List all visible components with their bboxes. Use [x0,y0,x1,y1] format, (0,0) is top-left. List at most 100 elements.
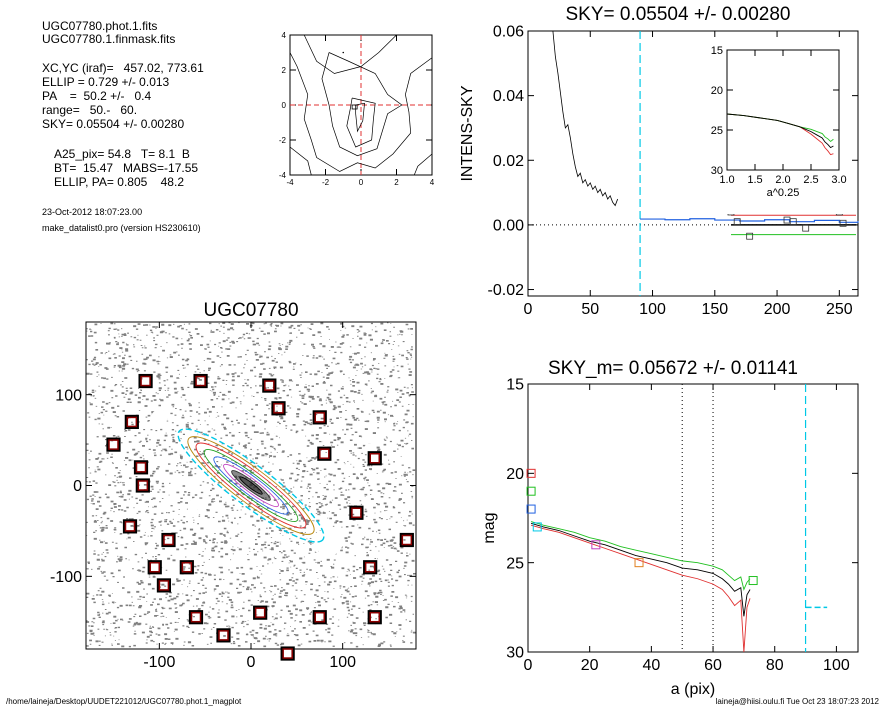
sky-box-inner [140,375,151,387]
sky-box [349,505,364,520]
mag-profile [530,522,751,617]
star-point [342,51,345,54]
sky-box-inner [369,611,380,623]
y-tick-label: 0.06 [493,24,524,41]
sky-box-inner [124,521,136,532]
y-tick-label: 30 [711,165,723,177]
sky-box [253,605,268,620]
x-tick-label: 150 [701,301,728,318]
x-tick-label: 100 [823,657,850,674]
isophote-ellipse [203,449,299,522]
info-line: 23-Oct-2012 18:07:23.00 [42,207,143,217]
sky-box-inner [369,453,380,464]
sky-steps [640,218,859,223]
x-tick-label: -2 [322,178,330,187]
x-tick-label: 3.0 [831,174,846,186]
mag-marker-square [526,468,536,478]
isophote-ellipse [213,456,289,515]
sky-plot: 0 50 100 150 200 250 0.06 0.04 0.02 0.00 -0.02 SKY=… [459,4,859,318]
sky-box-inner [254,607,266,618]
sky-box-inner [195,375,206,387]
y-axis-label: mag [481,512,498,543]
info-line: UGC07780.phot.1.fits [42,19,158,33]
sky-box-inner [273,403,284,414]
sky-box-inner [137,480,149,491]
info-line: SKY= 0.05504 +/- 0.00280 [42,117,185,131]
info-line: PA = 50.2 +/- 0.4 [42,89,152,103]
sky-box-inner [314,611,325,623]
info-panel: UGC07780.phot.1.fits UGC07780.1.finmask.f… [42,20,282,240]
contour-line [289,52,433,172]
y-axis-label: INTENS-SKY [459,85,476,181]
y-tick-label: 15 [711,45,723,57]
y-tick-label: 25 [506,555,524,572]
y-tick-label: 0 [282,101,287,110]
sky-box-inner [158,580,170,591]
sky-box-inner [163,534,174,546]
y-tick-label: 0.04 [493,88,524,105]
sky-box [271,401,286,416]
y-tick-label: 2 [282,66,287,75]
x-tick-label: 60 [704,657,722,674]
x-tick-label: 80 [766,657,784,674]
profile-line [552,30,619,207]
sky-box [138,373,153,389]
y-tick-label: 4 [282,31,287,40]
y-tick-label: -4 [279,171,287,180]
sky-box [179,560,194,575]
chart-title: SKY_m= 0.05672 +/- 0.01141 [548,358,798,379]
x-tick-label: 0 [524,301,533,318]
x-tick-label: 0 [524,657,533,674]
mag-marker-square [634,558,644,568]
sky-box [122,519,138,534]
contour-line [289,146,312,176]
x-tick-label: -100 [143,654,175,671]
y-tick-label: -2 [279,136,287,145]
chart-title: SKY= 0.05504 +/- 0.00280 [565,4,790,25]
sky-box-inner [319,448,330,459]
sky-box-inner [135,462,147,473]
y-tick-label: -100 [50,569,82,586]
sky-box [367,610,382,625]
mag-marker-square [748,576,758,586]
info-line: ELLIP, PA= 0.805 48.2 [54,175,184,189]
plot-frame [527,30,859,297]
info-line: BT= 15.47 MABS=-17.55 [54,161,199,175]
sky-box [399,532,414,548]
sky-box [106,437,121,452]
sky-box-inner [364,562,376,573]
image-title: UGC07780 [203,300,298,321]
mag-marker-square [526,504,536,514]
y-tick-label: 30 [506,645,524,662]
sky-box-inner [401,534,413,546]
sky-box-inner [108,439,119,450]
y-tick-label: 100 [55,387,82,404]
x-tick-label: -4 [286,178,294,187]
sky-box-inner [149,562,160,573]
masked-region [190,497,202,510]
sky-box [156,578,172,593]
isophote-ellipse [177,428,325,543]
isophote-ellipse [195,442,307,529]
sky-box-inner [190,611,202,623]
sky-sample-square [746,232,754,240]
x-tick-label: 40 [642,657,660,674]
mag-marker-square [532,522,542,532]
masked-region [273,426,284,436]
mag-marker-square [526,486,536,496]
y-tick-label: 0.00 [493,218,524,235]
x-tick-label: 1.5 [747,174,762,186]
contour-plot: -4 -2 0 2 4 4 2 0 -2 -4 [279,31,435,187]
sky-box [216,628,231,643]
x-axis-label: a (pix) [671,681,715,698]
sky-box-inner [282,648,293,659]
sky-box [147,560,162,575]
x-tick-label: 100 [639,301,666,318]
sky-box [317,446,332,461]
masked-region [314,527,343,556]
sky-box-inner [218,630,229,641]
mag-profile [530,521,751,591]
x-tick-label: 1.0 [719,174,734,186]
x-tick-label: 20 [581,657,599,674]
